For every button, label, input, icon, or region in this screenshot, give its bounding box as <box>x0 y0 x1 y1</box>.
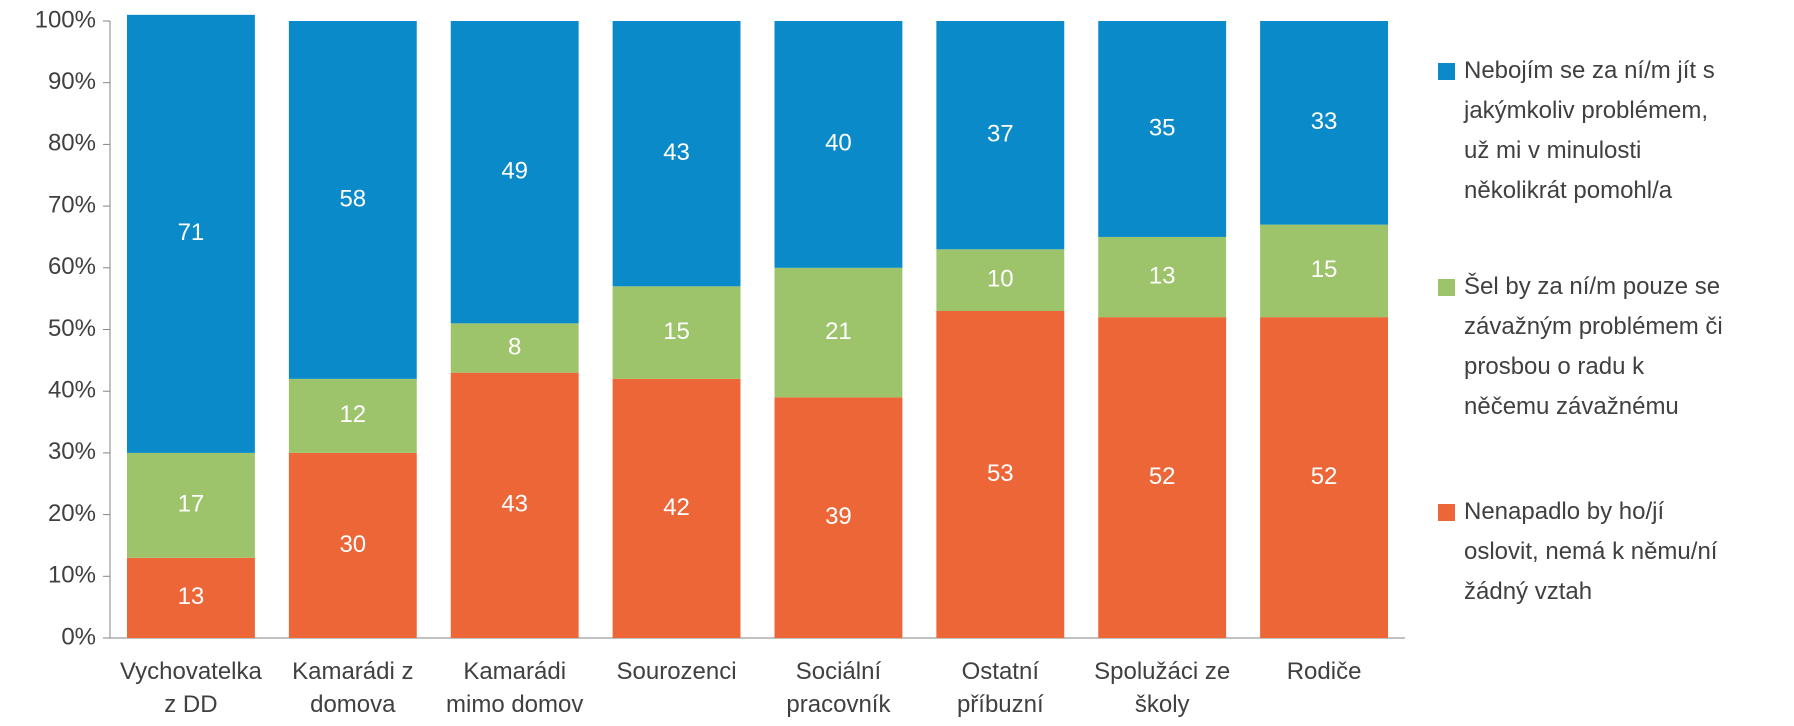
y-tick-label: 70% <box>48 191 96 218</box>
bar-segment <box>288 21 417 379</box>
bar-segment <box>936 21 1065 250</box>
legend-label: Nenapadlo by ho/jí oslovit, nemá k němu/… <box>1464 498 1718 605</box>
y-tick-label: 100% <box>35 6 96 33</box>
bar-segment <box>450 21 579 324</box>
data-label: 13 <box>1149 262 1176 289</box>
data-label: 52 <box>1149 463 1176 490</box>
legend-entry: Nebojím se za ní/m jít s jakýmkoliv prob… <box>1438 51 1715 211</box>
bar-segment <box>774 267 903 398</box>
bar-segment <box>936 310 1065 638</box>
legend-entry: Nenapadlo by ho/jí oslovit, nemá k němu/… <box>1438 492 1717 612</box>
data-label: 49 <box>501 158 528 185</box>
y-tick-label: 10% <box>48 562 96 589</box>
bar-segment <box>288 452 417 638</box>
data-label: 33 <box>1311 108 1338 135</box>
bar-segment <box>126 557 255 638</box>
data-label: 13 <box>178 583 205 610</box>
bar-segment <box>450 323 579 373</box>
bar-segment <box>936 249 1065 311</box>
bar-segment <box>288 378 417 453</box>
y-tick-label: 90% <box>48 68 96 95</box>
legend-swatch <box>1438 279 1455 296</box>
bar-segment <box>1260 317 1389 638</box>
data-label: 53 <box>987 460 1014 487</box>
data-label: 15 <box>1311 256 1338 283</box>
x-tick-label: Spolužáci ze školy <box>1094 658 1231 718</box>
bar-segment <box>774 397 903 638</box>
data-label: 39 <box>825 503 852 530</box>
x-tick-label: Rodiče <box>1286 658 1362 685</box>
data-label: 71 <box>178 219 205 246</box>
bar-segment <box>1098 236 1227 318</box>
data-label: 15 <box>663 318 690 345</box>
x-tick-label: Vychovatelka z DD <box>120 658 262 718</box>
y-tick-label: 0% <box>61 623 96 650</box>
data-label: 43 <box>501 491 528 518</box>
data-label: 30 <box>339 531 366 558</box>
data-label: 35 <box>1149 114 1176 141</box>
x-tick-label: Kamarádi mimo domov <box>446 658 584 718</box>
y-tick-label: 50% <box>48 315 96 342</box>
data-label: 21 <box>825 318 852 345</box>
bar-segment <box>1098 21 1227 237</box>
bar-segment <box>126 452 255 558</box>
bar-segment <box>126 14 255 453</box>
data-label: 17 <box>178 491 205 518</box>
legend-swatch <box>1438 504 1455 521</box>
bar-segment <box>612 21 741 287</box>
x-tick-label: Ostatní příbuzní <box>956 658 1044 718</box>
y-tick-label: 60% <box>48 253 96 280</box>
x-tick-label: Sourozenci <box>616 658 737 685</box>
bar-segment <box>1260 21 1389 225</box>
data-label: 43 <box>663 139 690 166</box>
x-tick-label: Sociální pracovník <box>786 658 891 718</box>
legend-label: Nebojím se za ní/m jít s jakýmkoliv prob… <box>1464 57 1715 204</box>
data-label: 8 <box>508 333 521 360</box>
legend-label: Šel by za ní/m pouze se závažným problém… <box>1464 273 1723 420</box>
y-tick-label: 80% <box>48 130 96 157</box>
bar-segment <box>612 286 741 379</box>
bar-segment <box>450 372 579 638</box>
data-label: 12 <box>339 401 366 428</box>
data-label: 58 <box>339 185 366 212</box>
bar-segment <box>1260 224 1389 318</box>
legend-entry: Šel by za ní/m pouze se závažným problém… <box>1438 267 1723 427</box>
bar-segment <box>612 378 741 638</box>
y-tick-label: 40% <box>48 377 96 404</box>
data-label: 52 <box>1311 463 1338 490</box>
data-label: 42 <box>663 494 690 521</box>
legend-swatch <box>1438 63 1455 80</box>
data-label: 40 <box>825 130 852 157</box>
data-label: 10 <box>987 265 1014 292</box>
y-tick-label: 30% <box>48 438 96 465</box>
bar-segment <box>1098 317 1227 638</box>
data-label: 37 <box>987 120 1014 147</box>
bar-segment <box>774 21 903 268</box>
y-tick-label: 20% <box>48 500 96 527</box>
x-tick-label: Kamarádi z domova <box>292 658 414 718</box>
